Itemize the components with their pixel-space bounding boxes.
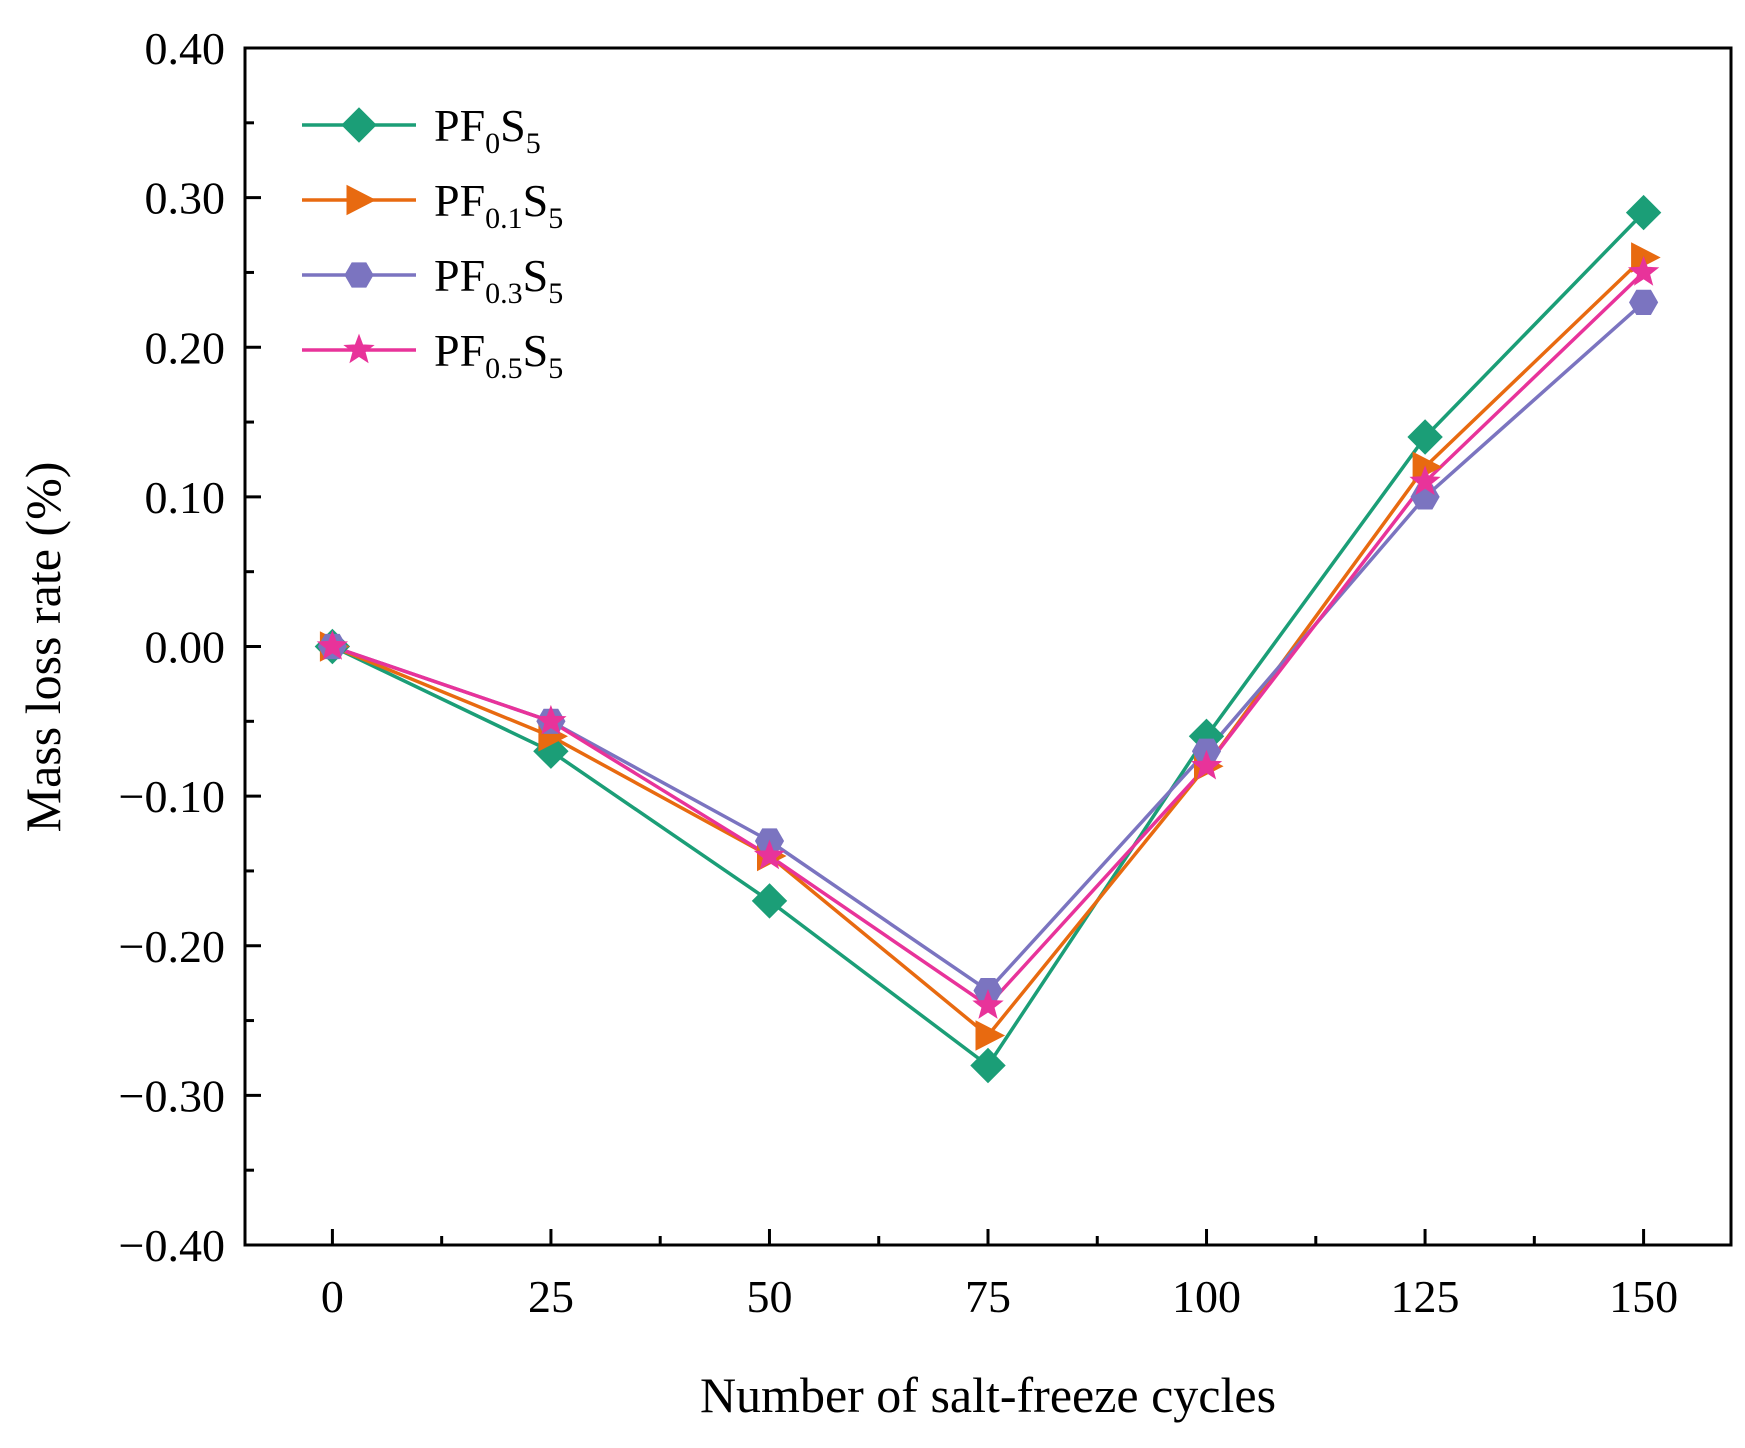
x-tick-label: 150 (1609, 1271, 1678, 1322)
y-tick-label: −0.30 (119, 1070, 225, 1121)
data-point-PF0.1S5 (975, 1020, 1006, 1051)
y-tick-label: 0.20 (145, 322, 226, 373)
y-tick-label: −0.10 (119, 771, 225, 822)
x-axis-label: Number of salt-freeze cycles (700, 1367, 1276, 1423)
x-tick-label: 50 (746, 1271, 792, 1322)
data-point-PF0.3S5 (1629, 289, 1659, 315)
y-axis-label: Mass loss rate (%) (15, 462, 71, 833)
y-tick-label: 0.00 (145, 622, 226, 673)
data-point-PF0.5S5 (1190, 749, 1223, 780)
y-tick-label: −0.20 (119, 921, 225, 972)
legend-entry-label: PF0.5S5 (434, 325, 563, 385)
legend-entry-label: PF0.3S5 (434, 250, 563, 310)
legend-entry-label: PF0.1S5 (434, 175, 563, 235)
legend-marker (344, 262, 374, 288)
legend-marker (343, 333, 375, 364)
legend: PF0S5 PF0.1S5 PF0.3S5 PF0.5S5 (302, 100, 563, 385)
x-tick-label: 75 (965, 1271, 1011, 1322)
x-tick-label: 100 (1172, 1271, 1241, 1322)
legend-entry-label: PF0S5 (434, 100, 541, 160)
data-point-PF0.5S5 (753, 839, 786, 870)
data-point-PF0S5 (970, 1047, 1006, 1084)
data-point-PF0S5 (751, 883, 788, 919)
data-point-PF0S5 (1625, 194, 1662, 231)
x-tick-label: 0 (321, 1271, 344, 1322)
series-line-PF0.5S5 (331, 271, 1645, 1008)
data-point-PF0.5S5 (1627, 255, 1660, 286)
y-tick-label: 0.40 (145, 23, 226, 74)
y-tick-label: −0.40 (119, 1220, 225, 1271)
data-point-PF0.5S5 (535, 704, 567, 735)
data-point-PF0.5S5 (316, 630, 349, 660)
legend-marker (341, 107, 377, 143)
series-line-PF0.3S5 (331, 301, 1645, 993)
legend-marker (346, 184, 377, 216)
data-point-PF0S5 (1407, 419, 1443, 455)
x-tick-label: 25 (528, 1271, 574, 1322)
data-point-PF0.5S5 (972, 989, 1004, 1019)
y-tick-label: 0.10 (145, 472, 226, 523)
x-tick-label: 125 (1391, 1271, 1460, 1322)
data-point-PF0.5S5 (1409, 465, 1441, 496)
y-tick-label: 0.30 (145, 173, 226, 224)
